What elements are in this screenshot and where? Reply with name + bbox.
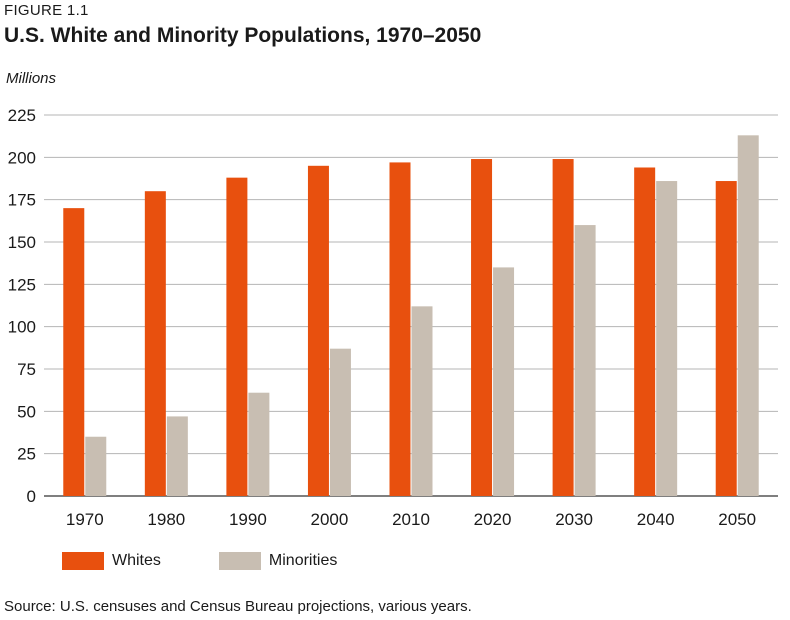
bar-minorities-2020 [493, 267, 515, 496]
bar-whites-2010 [389, 162, 411, 496]
bar-whites-2030 [552, 159, 574, 496]
x-tick-label: 1980 [147, 510, 185, 529]
y-tick-label: 25 [17, 445, 36, 464]
legend-label-whites: Whites [112, 552, 161, 569]
bar-minorities-2050 [737, 135, 759, 496]
source-note: Source: U.S. censuses and Census Bureau … [4, 598, 472, 615]
bar-minorities-2040 [656, 181, 678, 496]
x-tick-label: 2040 [637, 510, 675, 529]
y-tick-label: 50 [17, 402, 36, 421]
figure-label: FIGURE 1.1 [4, 2, 89, 19]
x-tick-label: 2050 [718, 510, 756, 529]
x-tick-label: 2020 [474, 510, 512, 529]
y-tick-label: 175 [8, 191, 36, 210]
legend-swatch-whites [62, 552, 104, 570]
bar-whites-2000 [307, 165, 329, 497]
chart-title: U.S. White and Minority Populations, 197… [4, 24, 482, 47]
bar-whites-1990 [226, 177, 248, 497]
y-tick-label: 75 [17, 360, 36, 379]
y-tick-label: 100 [8, 318, 36, 337]
bars-group [63, 135, 759, 497]
bar-minorities-2000 [329, 348, 351, 496]
legend-item-minorities: Minorities [218, 552, 338, 570]
x-tick-label: 2010 [392, 510, 430, 529]
bar-whites-2020 [471, 159, 493, 496]
bar-whites-2050 [715, 181, 737, 496]
y-tick-label: 125 [8, 275, 36, 294]
legend-swatch-minorities [218, 552, 261, 570]
y-tick-label: 150 [8, 233, 36, 252]
bar-whites-2040 [634, 167, 656, 496]
x-tick-label: 2030 [555, 510, 593, 529]
bar-whites-1980 [144, 191, 166, 496]
bar-minorities-1980 [166, 416, 188, 496]
bar-minorities-2030 [574, 225, 596, 497]
y-tick-label: 225 [8, 106, 36, 125]
bar-whites-1970 [63, 208, 85, 496]
x-tick-label: 1990 [229, 510, 267, 529]
x-tick-label: 2000 [311, 510, 349, 529]
bar-minorities-1990 [248, 392, 270, 496]
legend-item-whites: Whites [62, 552, 161, 570]
gridlines [44, 114, 778, 497]
x-tick-label: 1970 [66, 510, 104, 529]
legend-label-minorities: Minorities [268, 552, 338, 569]
y-tick-labels: 0 25 50 75 100 125 150 175 200 225 [8, 106, 36, 506]
x-tick-labels: 1970 1980 1990 2000 2010 2020 2030 2040 2050 [66, 510, 756, 529]
bar-minorities-2010 [411, 306, 433, 496]
y-tick-label: 0 [27, 487, 36, 506]
y-axis-label: Millions [6, 70, 57, 87]
bar-chart: 0 25 50 75 100 125 150 175 200 225 1970 1980 1990 20… [8, 106, 778, 529]
y-tick-label: 200 [8, 148, 36, 167]
legend: Whites Minorities [62, 552, 395, 570]
bar-minorities-1970 [85, 436, 107, 496]
